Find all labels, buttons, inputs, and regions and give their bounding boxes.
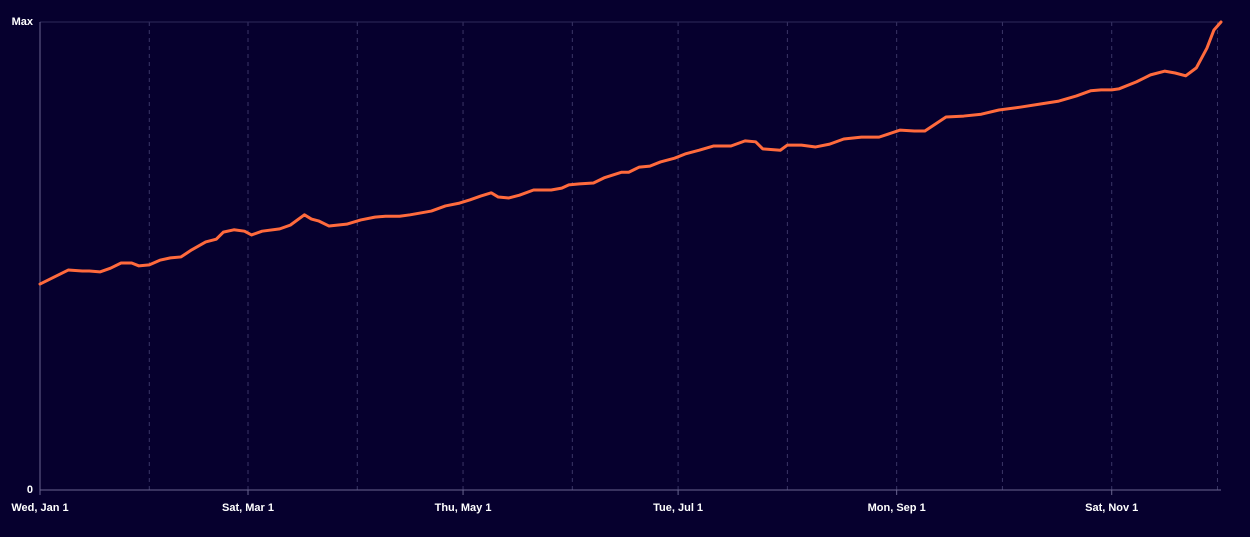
x-tick-label: Thu, May 1	[435, 502, 492, 514]
y-tick-label: Max	[12, 16, 34, 28]
x-tick-label: Wed, Jan 1	[11, 502, 68, 514]
line	[38, 20, 1223, 286]
x-tick-label: Tue, Jul 1	[653, 502, 703, 514]
y-tick-label: 0	[27, 484, 33, 496]
x-tick-label: Sat, Mar 1	[222, 502, 274, 514]
x-tick-label: Mon, Sep 1	[868, 502, 926, 514]
x-tick-label: Sat, Nov 1	[1085, 502, 1138, 514]
